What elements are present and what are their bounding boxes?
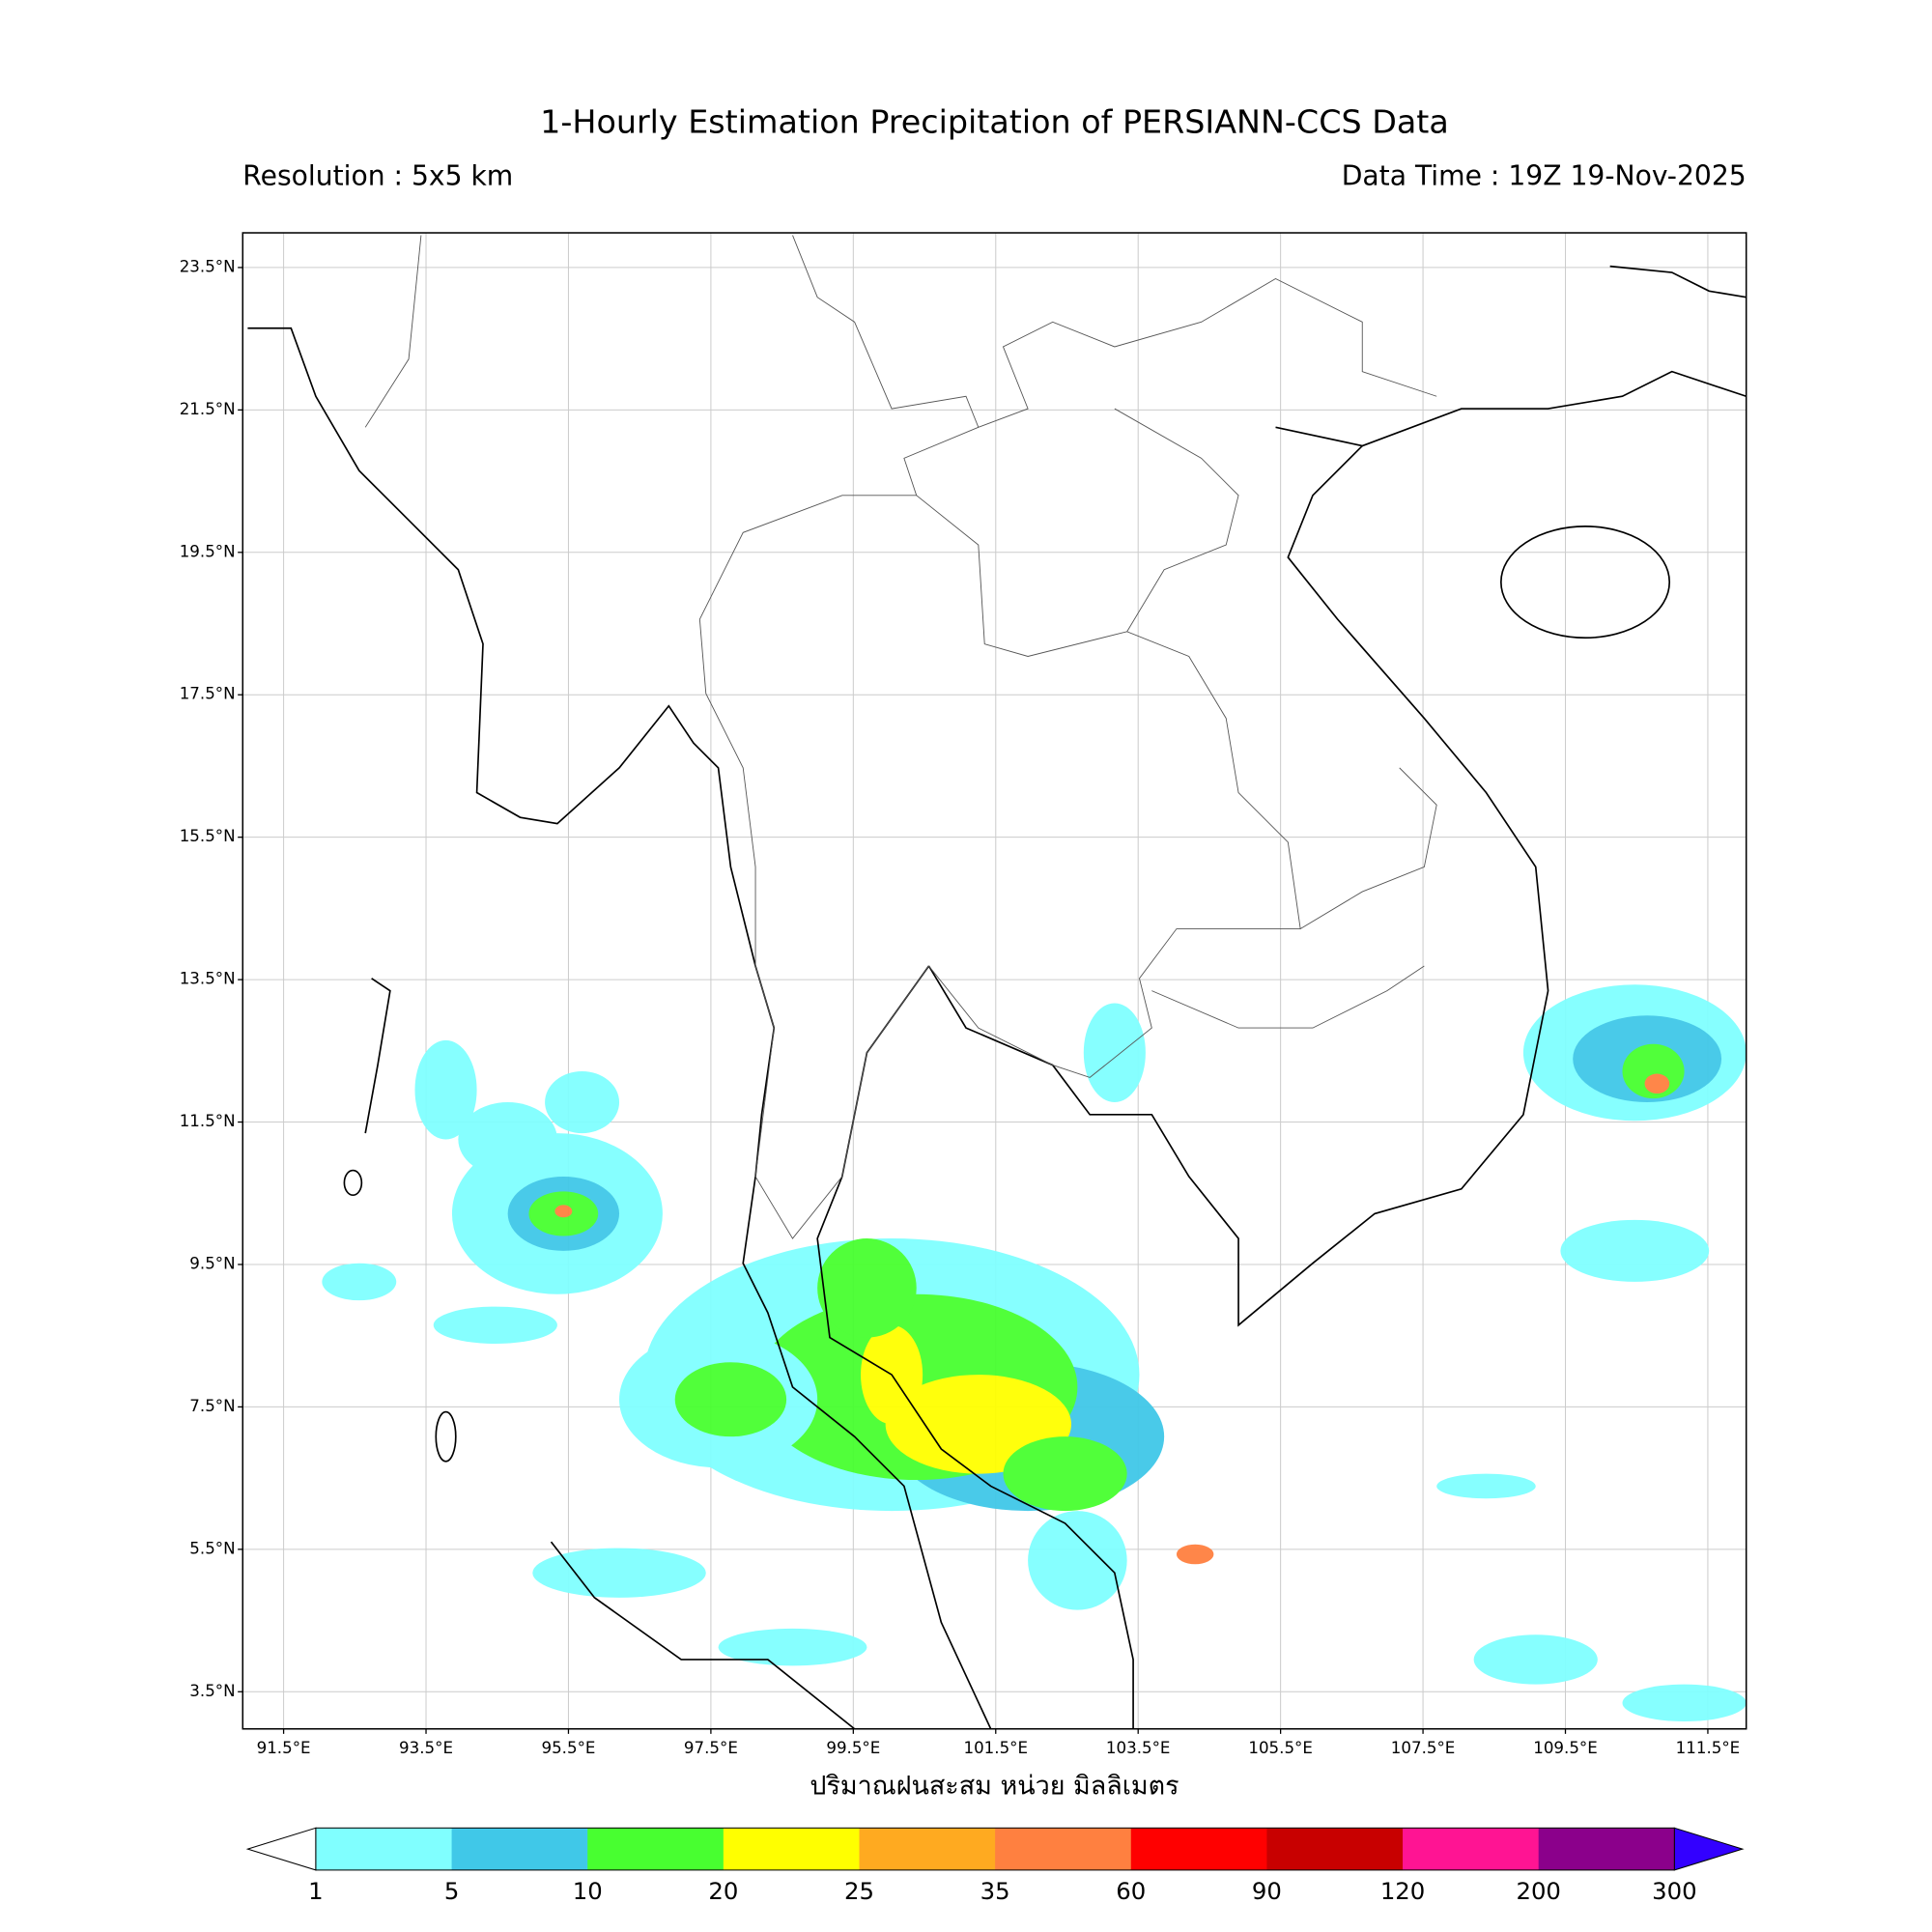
lon-tick-label: 107.5°E bbox=[1391, 1739, 1456, 1757]
resolution: Resolution : 5x5 km bbox=[242, 159, 513, 191]
colorbar-under bbox=[245, 1827, 317, 1871]
colorbar-level-label: 20 bbox=[708, 1877, 738, 1905]
colorbar-level-label: 90 bbox=[1252, 1877, 1282, 1905]
lon-tick-label: 109.5°E bbox=[1533, 1739, 1598, 1757]
lat-tick-label: 13.5°N bbox=[180, 970, 236, 988]
colorbar-level-label: 300 bbox=[1652, 1877, 1696, 1905]
colorbar-segment bbox=[315, 1828, 453, 1870]
colorbar-level-label: 1 bbox=[308, 1877, 324, 1905]
colorbar-segment bbox=[723, 1828, 861, 1870]
lat-tick-label: 21.5°N bbox=[180, 400, 236, 418]
colorbar-level-label: 60 bbox=[1116, 1877, 1146, 1905]
lon-tick-label: 101.5°E bbox=[963, 1739, 1028, 1757]
colorbar-level-label: 200 bbox=[1516, 1877, 1560, 1905]
colorbar-level-label: 10 bbox=[573, 1877, 603, 1905]
map-area bbox=[247, 235, 1747, 1729]
borders bbox=[364, 235, 1437, 1239]
lon-tick-label: 93.5°E bbox=[399, 1739, 453, 1757]
coastlines bbox=[247, 265, 1747, 1729]
colorbar-segment bbox=[995, 1828, 1132, 1870]
lat-tick-label: 23.5°N bbox=[180, 257, 236, 275]
lat-tick-label: 11.5°N bbox=[180, 1112, 236, 1130]
colorbar-segment bbox=[1403, 1828, 1540, 1870]
colorbar-segment bbox=[587, 1828, 724, 1870]
lon-tick-label: 95.5°E bbox=[541, 1739, 595, 1757]
precipitation bbox=[322, 984, 1747, 1722]
lon-tick-label: 97.5°E bbox=[684, 1739, 738, 1757]
colorbar-level-label: 5 bbox=[444, 1877, 460, 1905]
lat-tick-label: 19.5°N bbox=[180, 542, 236, 560]
lon-tick-label: 91.5°E bbox=[257, 1739, 311, 1757]
lat-tick-label: 9.5°N bbox=[189, 1254, 235, 1272]
title: 1-Hourly Estimation Precipitation of PER… bbox=[540, 103, 1449, 141]
axes: 23.5°N 21.5°N 19.5°N 17.5°N 15.5°N 13.5°N 11.5… bbox=[180, 257, 1741, 1756]
colorbar: 1 5 10 20 25 35 60 90 120 200 300 bbox=[245, 1827, 1745, 1905]
grid bbox=[242, 233, 1747, 1729]
colorbar-level-label: 25 bbox=[844, 1877, 874, 1905]
x-axis-label: ปริมาณฝนสะสม หน่วย มิลลิเมตร bbox=[810, 1772, 1179, 1802]
map-frame bbox=[242, 232, 1747, 1730]
colorbar-level-label: 120 bbox=[1380, 1877, 1425, 1905]
lat-tick-label: 15.5°N bbox=[180, 827, 236, 845]
lat-tick-label: 17.5°N bbox=[180, 685, 236, 703]
colorbar-over bbox=[1673, 1827, 1745, 1871]
lon-tick-label: 99.5°E bbox=[826, 1739, 880, 1757]
lat-tick-label: 7.5°N bbox=[189, 1397, 235, 1415]
colorbar-segment bbox=[451, 1828, 588, 1870]
colorbar-level-label: 35 bbox=[980, 1877, 1010, 1905]
lon-tick-label: 103.5°E bbox=[1106, 1739, 1171, 1757]
colorbar-segment bbox=[1266, 1828, 1404, 1870]
lat-tick-label: 3.5°N bbox=[189, 1682, 235, 1700]
lat-tick-label: 5.5°N bbox=[189, 1539, 235, 1557]
colorbar-outline bbox=[315, 1827, 1675, 1871]
lon-tick-label: 105.5°E bbox=[1248, 1739, 1313, 1757]
data-time: Data Time : 19Z 19-Nov-2025 bbox=[1342, 159, 1747, 191]
colorbar-segment bbox=[1538, 1828, 1675, 1870]
lon-tick-label: 111.5°E bbox=[1676, 1739, 1741, 1757]
colorbar-segment bbox=[1130, 1828, 1268, 1870]
colorbar-segment bbox=[859, 1828, 996, 1870]
